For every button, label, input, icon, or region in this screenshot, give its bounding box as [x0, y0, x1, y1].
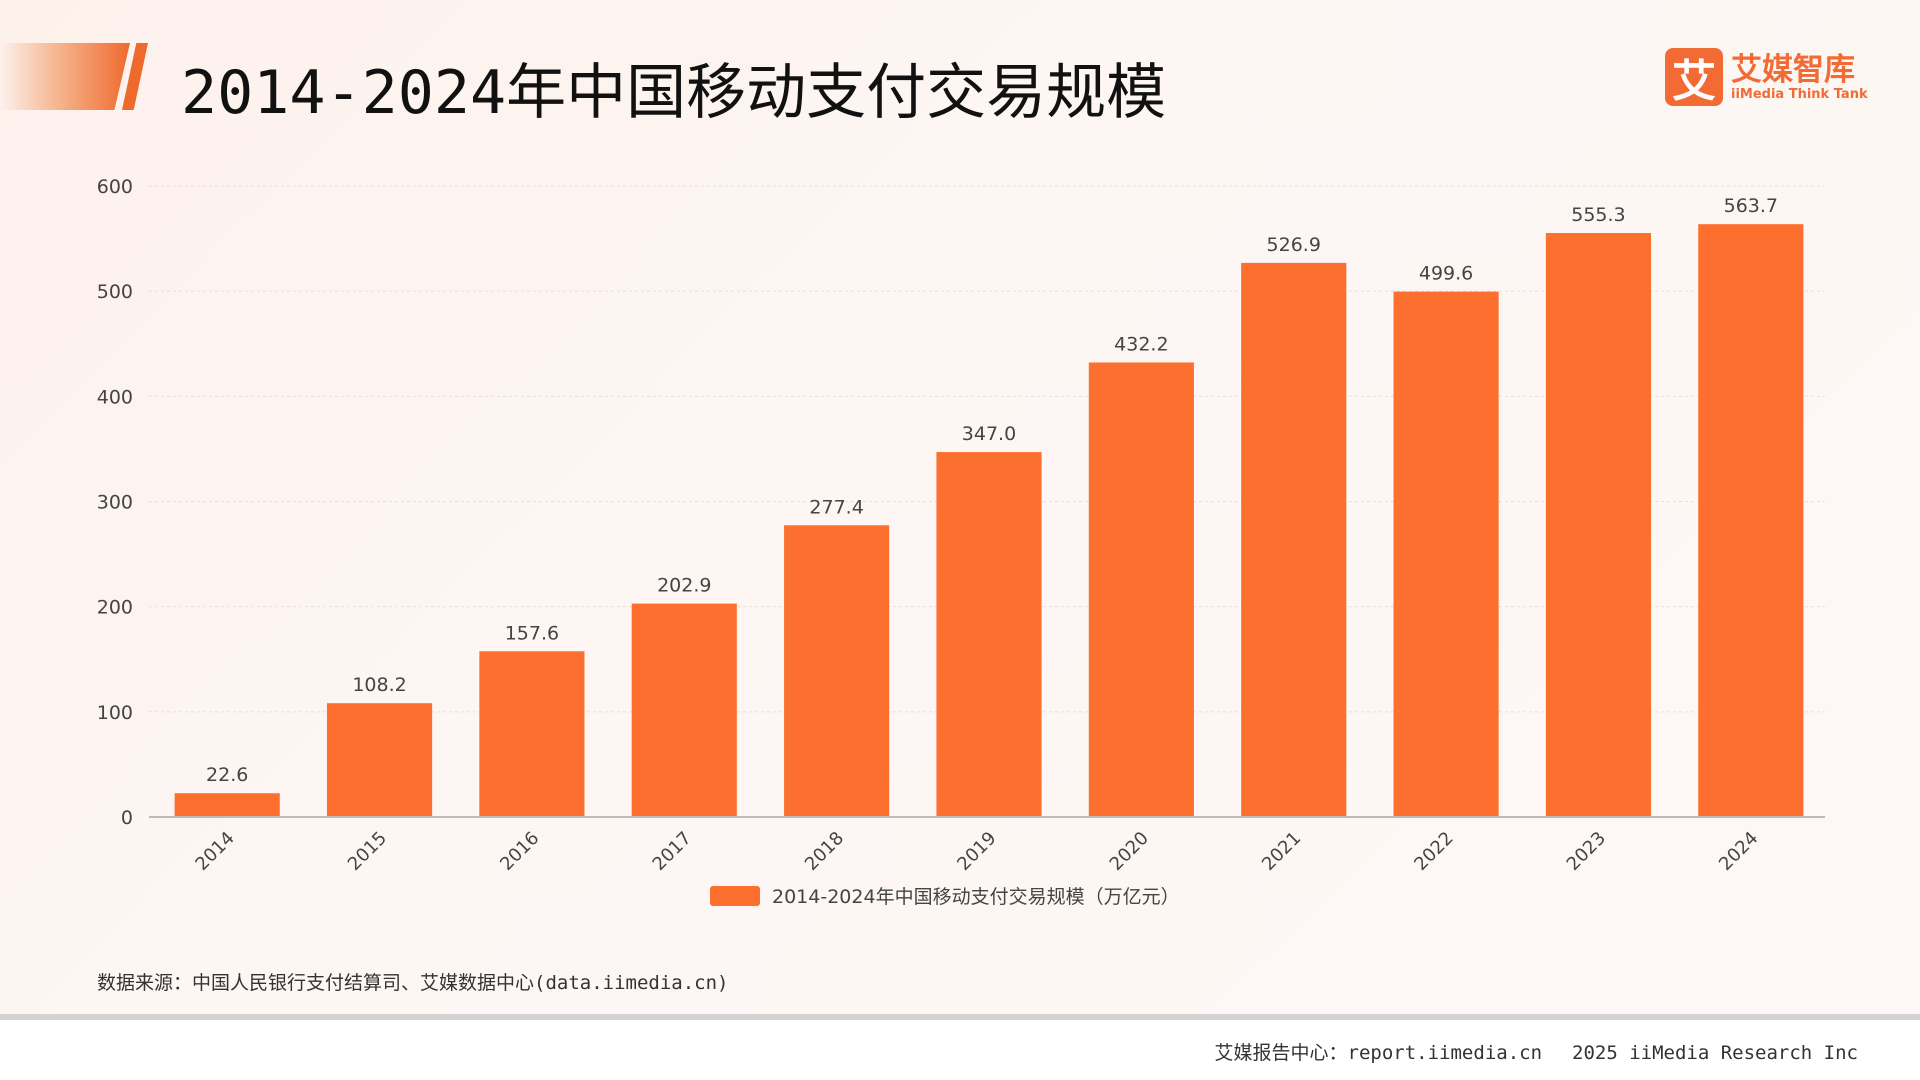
data-label: 526.9 — [1267, 234, 1321, 256]
data-label: 277.4 — [809, 496, 863, 518]
footer-band — [0, 1020, 1920, 1080]
logo-cn: 艾媒智库 — [1731, 51, 1855, 88]
bar — [1545, 233, 1652, 817]
y-tick-label: 500 — [97, 281, 133, 303]
logo-en: iiMedia Think Tank — [1731, 86, 1868, 102]
footer-report-center: 艾媒报告中心：report.iimedia.cn — [1214, 1042, 1543, 1064]
footer-divider — [0, 1014, 1920, 1020]
x-tick-label: 2015 — [344, 828, 391, 875]
bar — [479, 651, 585, 817]
y-tick-label: 200 — [97, 597, 133, 619]
x-tick-label: 2017 — [649, 828, 696, 875]
data-label: 157.6 — [505, 622, 559, 644]
title-accent-bar — [0, 43, 130, 110]
bar — [1088, 362, 1194, 817]
x-tick-label: 2016 — [496, 828, 543, 875]
x-tick-label: 2020 — [1106, 828, 1153, 875]
footer-copyright: 2025 iiMedia Research Inc — [1572, 1042, 1858, 1064]
data-label: 563.7 — [1724, 195, 1778, 217]
legend-swatch — [710, 885, 760, 906]
x-tick-label: 2022 — [1410, 828, 1457, 875]
bar — [784, 525, 890, 817]
x-tick-label: 2018 — [801, 828, 848, 875]
data-label: 202.9 — [657, 575, 711, 597]
x-tick-label: 2024 — [1715, 828, 1762, 875]
x-tick-label: 2023 — [1563, 828, 1610, 875]
y-tick-label: 600 — [97, 176, 133, 198]
y-tick-label: 100 — [97, 702, 133, 724]
data-label: 347.0 — [962, 423, 1016, 445]
y-tick-label: 0 — [121, 807, 133, 829]
legend-label: 2014-2024年中国移动支付交易规模（万亿元） — [772, 886, 1180, 908]
x-tick-label: 2014 — [191, 828, 238, 875]
y-tick-label: 300 — [97, 492, 133, 514]
source-note: 数据来源：中国人民银行支付结算司、艾媒数据中心(data.iimedia.cn) — [97, 972, 729, 994]
bar — [936, 452, 1042, 817]
bar — [631, 603, 737, 817]
x-tick-label: 2021 — [1258, 828, 1305, 875]
data-label: 499.6 — [1419, 263, 1473, 285]
bar — [1698, 224, 1804, 817]
bar — [326, 703, 433, 817]
data-label: 22.6 — [206, 764, 248, 786]
legend: 2014-2024年中国移动支付交易规模（万亿元） — [710, 882, 1180, 909]
bar — [1241, 262, 1347, 817]
bar — [174, 793, 280, 817]
data-label: 555.3 — [1571, 204, 1625, 226]
logo-mark: 艾 — [1665, 48, 1723, 107]
iimedia-logo: 艾 艾媒智库 iiMedia Think Tank — [1665, 48, 1868, 107]
page-title: 2014-2024年中国移动支付交易规模 — [181, 58, 1167, 128]
data-label: 432.2 — [1114, 333, 1168, 355]
data-label: 108.2 — [352, 674, 406, 696]
bar — [1393, 291, 1499, 817]
footer: 艾媒报告中心：report.iimedia.cn 2025 iiMedia Res… — [1215, 1038, 1858, 1065]
y-tick-label: 400 — [97, 386, 133, 408]
x-tick-label: 2019 — [953, 828, 1000, 875]
